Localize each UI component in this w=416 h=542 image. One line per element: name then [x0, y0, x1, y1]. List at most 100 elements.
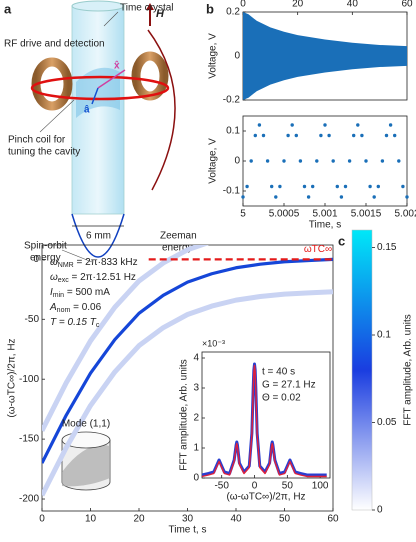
point: [282, 159, 286, 163]
point: [393, 133, 397, 138]
annotation: ωexc = 2π·12.51 Hz: [50, 272, 136, 284]
panel-label: a: [4, 1, 12, 16]
annotation: T = 0.15 Tc: [50, 317, 100, 329]
point: [265, 159, 270, 163]
series-line: [42, 245, 210, 432]
point: [274, 195, 278, 199]
point: [290, 123, 294, 127]
point: [384, 133, 389, 138]
mode-surface: [62, 445, 110, 487]
point: [241, 195, 245, 199]
point: [323, 123, 327, 127]
label: x̂: [114, 61, 120, 72]
colorbar-tick-label: 0: [377, 505, 383, 516]
panel-label: b: [206, 1, 214, 16]
label: energy: [162, 243, 193, 254]
point: [401, 184, 405, 189]
annotation: Anom = 0.06: [49, 302, 102, 314]
frame: [201, 351, 331, 479]
y-axis-label: (ω-ωTC∞)/2π, Hz: [7, 338, 18, 417]
panel-label: c: [338, 233, 345, 248]
point: [257, 123, 262, 127]
arrow: [97, 69, 126, 89]
point: [249, 159, 253, 163]
annotation-text: = 2π·12.51 Hz: [69, 272, 136, 283]
x-tick-label: 5.0005: [269, 209, 300, 220]
y-tick-label: 0: [234, 51, 240, 62]
zeeman-curve: [147, 29, 176, 191]
diagram: a Time crystal RF drive and detection Pi…: [4, 0, 197, 264]
parabola: [71, 213, 125, 258]
label: Time crystal: [120, 3, 174, 14]
annotation-sub: min: [53, 292, 64, 299]
point: [311, 184, 315, 189]
x-tick-label: 0: [240, 0, 246, 10]
x-tick-label: 5: [240, 209, 246, 220]
annotation-sub: nom: [57, 307, 71, 314]
mode-label: Mode (1,1): [62, 419, 110, 430]
point: [331, 159, 335, 163]
point: [319, 133, 323, 138]
annotation: t = 40 s: [262, 367, 295, 378]
label: Zeeman: [160, 231, 197, 242]
y-axis-label: Voltage, V: [208, 138, 219, 184]
y-tick-label: 2: [193, 413, 199, 424]
point: [315, 159, 319, 163]
annotation-symbol: ω: [50, 272, 58, 283]
x-tick-label: 0: [39, 514, 45, 525]
coil: [131, 51, 169, 101]
pointer: [61, 249, 93, 263]
point: [364, 159, 368, 163]
x-tick-label: 10: [85, 514, 97, 525]
y-tick-label: 0: [193, 473, 199, 484]
y-tick-label: 0: [234, 156, 240, 167]
x-tick-label: 100: [312, 481, 329, 492]
inset-bg: [202, 352, 330, 478]
pointer: [39, 99, 75, 133]
y-tick-label: 1: [193, 443, 199, 454]
label: RF drive and detection: [4, 39, 105, 50]
annotation: Imin = 500 mA: [50, 287, 110, 299]
x-axis-label: Time t, s: [169, 525, 207, 536]
colorbar-tick-label: 0.1: [377, 330, 391, 341]
series-line: [42, 289, 333, 497]
y-tick-label: 0: [33, 254, 39, 265]
signal-envelope: [243, 12, 407, 100]
y-tick-label: -50: [25, 314, 40, 325]
annotation: Θ = 0.02: [262, 393, 301, 404]
annotation-sub: c: [96, 322, 100, 329]
point: [270, 184, 274, 189]
point: [372, 195, 376, 199]
label: tuning the cavity: [8, 147, 80, 158]
point: [302, 184, 307, 189]
label: energy: [30, 253, 61, 264]
label: H: [156, 8, 165, 20]
x-tick-label: 0: [252, 481, 258, 492]
x-tick-label: 60: [327, 514, 339, 525]
x-tick-label: 20: [133, 514, 145, 525]
annotation-sub: NMR: [58, 262, 74, 269]
point: [306, 195, 311, 199]
reference-label: ωTC∞: [304, 244, 332, 255]
y-tick-label: -150: [19, 434, 39, 445]
point: [347, 159, 352, 163]
point: [294, 133, 298, 138]
point: [298, 159, 303, 163]
x-tick-label: 5.001: [312, 209, 337, 220]
point: [343, 184, 348, 189]
cell-top: [71, 0, 125, 12]
label: Pinch coil for: [8, 135, 66, 146]
coil: [31, 57, 73, 111]
arrow-head: [146, 3, 154, 10]
annotation: G = 27.1 Hz: [262, 380, 316, 391]
label: â: [84, 105, 90, 116]
x-tick-label: 5.0015: [351, 209, 382, 220]
y-axis-label: Voltage, V: [208, 33, 219, 79]
colorbar-tick-label: 0.15: [377, 242, 397, 253]
y-tick-label: 0.1: [226, 126, 240, 137]
point: [286, 133, 290, 138]
x-tick-label: 20: [292, 0, 304, 10]
x-tick-label: 40: [347, 0, 359, 10]
annotation-text: = 500 mA: [64, 287, 110, 298]
